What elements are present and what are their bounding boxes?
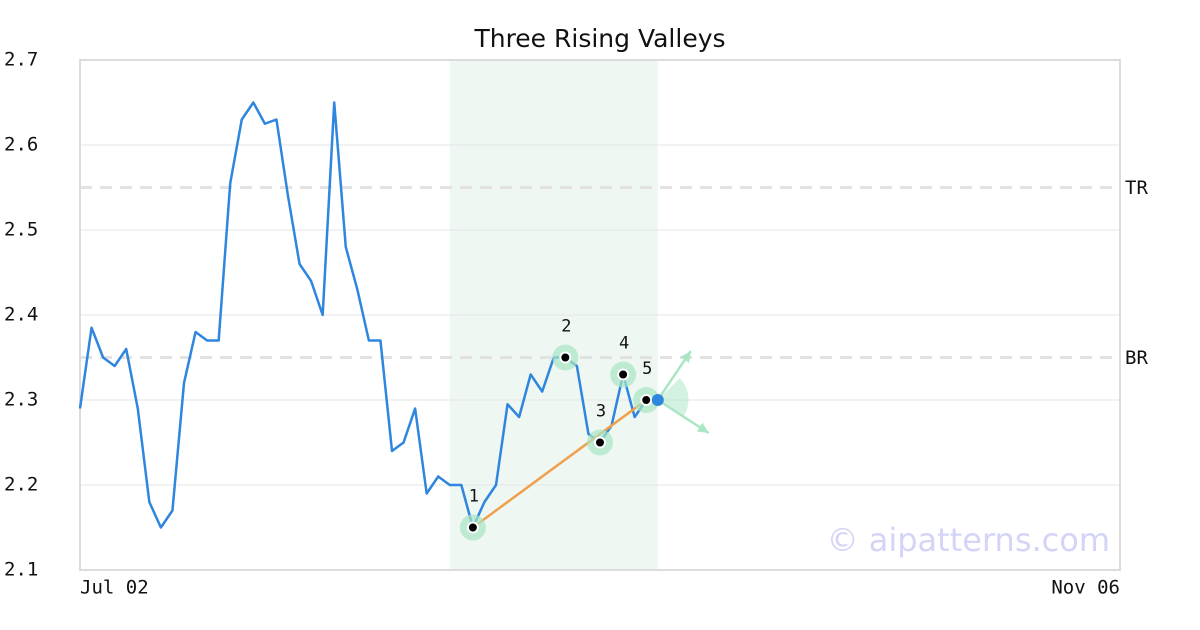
pattern-point	[594, 436, 606, 449]
arrow-head	[680, 351, 691, 363]
y-tick-label: 2.7	[4, 49, 38, 71]
x-tick-label: Nov 06	[1051, 577, 1120, 599]
pattern-label: 5	[642, 359, 652, 379]
level-label: TR	[1125, 177, 1148, 199]
pattern-label: 3	[596, 402, 606, 422]
trend-line	[472, 398, 647, 529]
pattern-point	[466, 521, 479, 534]
pattern-label: 2	[561, 317, 571, 337]
pattern-label: 1	[469, 487, 479, 507]
y-tick-label: 2.2	[4, 474, 38, 496]
y-tick-label: 2.3	[4, 389, 38, 411]
arrow-head	[696, 422, 709, 433]
y-tick-label: 2.6	[4, 134, 38, 156]
projection-wedge	[657, 378, 689, 416]
pattern-point	[617, 368, 630, 381]
y-tick-label: 2.5	[4, 219, 38, 241]
pattern-point	[559, 351, 572, 364]
watermark: © aipatterns.com	[827, 521, 1110, 559]
y-tick-label: 2.4	[4, 304, 38, 326]
last-point	[651, 394, 664, 406]
pattern-point	[640, 394, 653, 406]
x-tick-label: Jul 02	[80, 577, 149, 599]
y-tick-label: 2.1	[4, 559, 38, 581]
chart-title: Three Rising Valleys	[473, 24, 725, 53]
pattern-label: 4	[619, 334, 629, 354]
level-label: BR	[1125, 347, 1148, 369]
plot-frame	[79, 59, 1121, 571]
